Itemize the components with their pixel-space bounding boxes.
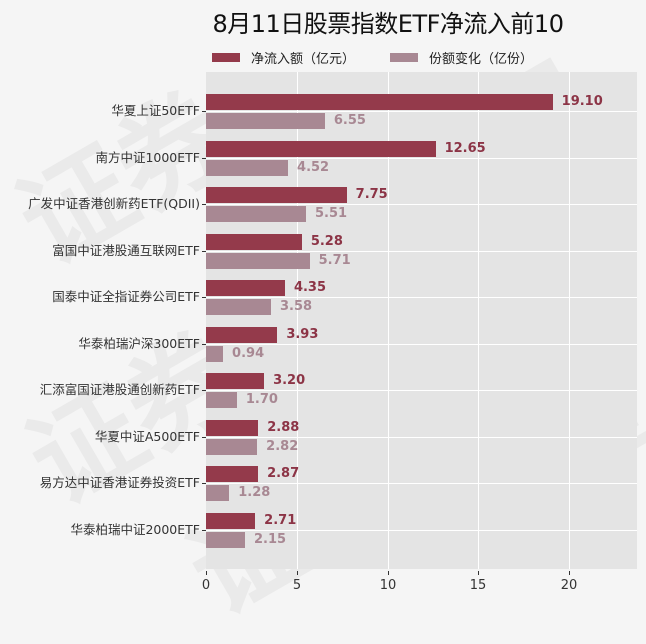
x-tick-label: 5 <box>292 578 302 593</box>
y-tick-mark <box>202 530 206 531</box>
category-label: 华夏中证A500ETF <box>94 429 200 444</box>
y-tick-mark <box>202 483 206 484</box>
x-tick-mark <box>388 571 389 575</box>
horizontal-gridline <box>206 390 637 391</box>
bar-inflow <box>206 234 302 250</box>
bar-share-change <box>206 485 230 501</box>
bar-share-change <box>206 299 271 315</box>
x-tick-label: 20 <box>560 578 578 593</box>
category-label: 华泰柏瑞沪深300ETF <box>78 336 200 351</box>
bar-value-label-inflow: 3.93 <box>286 327 319 342</box>
bar-value-label-inflow: 2.71 <box>264 513 297 528</box>
horizontal-gridline <box>206 530 637 531</box>
horizontal-gridline <box>206 483 637 484</box>
horizontal-gridline <box>206 158 637 159</box>
category-label: 国泰中证全指证券公司ETF <box>52 289 200 304</box>
bar-value-label-share-change: 2.82 <box>266 439 299 454</box>
bar-share-change <box>206 113 325 129</box>
x-tick-label: 0 <box>201 578 211 593</box>
y-tick-mark <box>202 437 206 438</box>
bar-value-label-inflow: 2.87 <box>267 466 300 481</box>
bar-value-label-share-change: 4.52 <box>297 160 330 175</box>
horizontal-gridline <box>206 344 637 345</box>
category-label: 华泰柏瑞中证2000ETF <box>70 522 200 537</box>
x-tick-label: 10 <box>379 578 397 593</box>
vertical-gridline <box>296 72 298 569</box>
bar-share-change <box>206 346 224 362</box>
bar-inflow <box>206 420 259 436</box>
bar-share-change <box>206 392 237 408</box>
bar-value-label-share-change: 0.94 <box>232 346 265 361</box>
bar-value-label-share-change: 5.51 <box>315 206 348 221</box>
legend-swatch-share-change <box>390 53 418 62</box>
legend-swatch-inflow <box>212 53 240 62</box>
bar-value-label-inflow: 19.10 <box>561 94 603 109</box>
x-tick-mark <box>478 571 479 575</box>
bar-share-change <box>206 206 306 222</box>
horizontal-gridline <box>206 204 637 205</box>
legend-item-inflow: 净流入额（亿元） <box>212 48 355 67</box>
category-label: 汇添富国证港股通创新药ETF <box>39 382 200 397</box>
legend-item-share-change: 份额变化（亿份） <box>390 48 533 67</box>
y-tick-mark <box>202 111 206 112</box>
x-tick-label: 15 <box>469 578 487 593</box>
bar-inflow <box>206 141 436 157</box>
bar-share-change <box>206 532 246 548</box>
bar-value-label-share-change: 6.55 <box>333 113 366 128</box>
legend-label-inflow: 净流入额（亿元） <box>251 52 356 67</box>
y-tick-mark <box>202 390 206 391</box>
bar-inflow <box>206 513 256 529</box>
bar-share-change <box>206 253 310 269</box>
bar-inflow <box>206 94 553 110</box>
y-tick-mark <box>202 251 206 252</box>
bar-value-label-share-change: 5.71 <box>318 253 351 268</box>
bar-inflow <box>206 187 347 203</box>
x-tick-mark <box>569 571 570 575</box>
vertical-gridline <box>478 72 480 569</box>
bar-share-change <box>206 439 258 455</box>
chart-title: 8月11日股票指数ETF净流入前10 <box>212 10 564 38</box>
plot-area: 19.10 6.55 12.65 4.52 7.75 5.51 5.28 5.71 4.35 3.… <box>206 72 637 569</box>
y-tick-mark <box>202 297 206 298</box>
y-tick-mark <box>202 344 206 345</box>
bar-value-label-inflow: 3.20 <box>273 373 306 388</box>
category-label: 华夏上证50ETF <box>111 103 200 118</box>
vertical-gridline <box>387 72 389 569</box>
bar-inflow <box>206 327 278 343</box>
bar-value-label-share-change: 1.70 <box>245 392 278 407</box>
horizontal-gridline <box>206 297 637 298</box>
category-label: 易方达中证香港证券投资ETF <box>39 475 200 490</box>
bar-value-label-inflow: 7.75 <box>355 187 388 202</box>
bar-value-label-inflow: 12.65 <box>444 141 486 156</box>
bar-value-label-share-change: 3.58 <box>279 299 313 314</box>
bar-inflow <box>206 373 265 389</box>
horizontal-gridline <box>206 437 637 438</box>
bar-value-label-inflow: 4.35 <box>293 280 327 295</box>
horizontal-gridline <box>206 111 637 112</box>
bar-value-label-share-change: 2.15 <box>254 532 287 547</box>
bar-value-label-share-change: 1.28 <box>238 485 271 500</box>
bar-inflow <box>206 466 259 482</box>
bar-value-label-inflow: 5.28 <box>310 234 343 249</box>
y-tick-mark <box>202 158 206 159</box>
category-label: 富国中证港股通互联网ETF <box>52 243 200 258</box>
category-label: 广发中证香港创新药ETF(QDII) <box>28 196 200 211</box>
vertical-gridline <box>569 72 570 569</box>
y-tick-mark <box>202 204 206 205</box>
x-tick-mark <box>297 571 298 575</box>
x-tick-mark <box>206 571 207 575</box>
bar-share-change <box>206 160 289 176</box>
legend-label-share-change: 份额变化（亿份） <box>429 52 534 67</box>
bar-value-label-inflow: 2.88 <box>267 420 300 435</box>
category-label: 南方中证1000ETF <box>95 150 200 165</box>
horizontal-gridline <box>206 251 637 252</box>
bar-inflow <box>206 280 285 296</box>
